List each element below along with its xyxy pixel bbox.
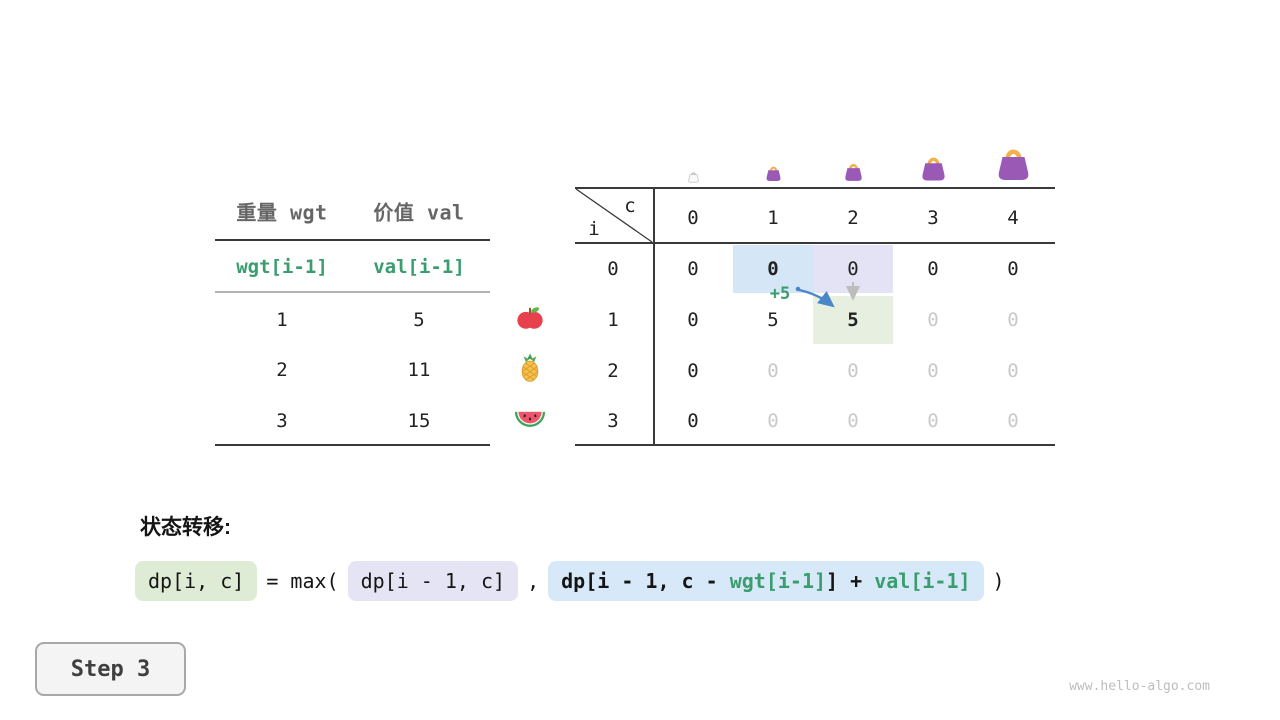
dp-col-header-2: 2	[847, 207, 859, 229]
formula-close-paren: )	[992, 569, 1005, 593]
handbag-icon	[842, 162, 865, 187]
dp-table-top-border	[575, 187, 1055, 189]
dp-cell-1-1: 5	[767, 309, 779, 331]
formula-dp-skip-term: dp[i - 1, c]	[347, 561, 519, 601]
dp-cell-0-2: 0	[847, 258, 859, 280]
dp-cell-3-2: 0	[847, 410, 859, 432]
item-weight-cell: 1	[276, 309, 288, 331]
formula-dp-take-term: dp[i - 1, c - wgt[i-1]] + val[i-1]	[548, 561, 984, 601]
items-table-bottom-divider	[215, 444, 490, 446]
formula-take-wgt: wgt[i-1]	[729, 569, 827, 593]
dp-row-variable: i	[588, 218, 600, 240]
dp-col-header-3: 3	[927, 207, 939, 229]
dp-cell-1-0: 0	[687, 309, 699, 331]
dp-row-header-2: 2	[607, 360, 619, 382]
dp-col-header-1: 1	[767, 207, 779, 229]
dp-table-vertical-border	[653, 187, 655, 445]
pineapple-icon	[518, 353, 542, 388]
dp-col-variable: c	[624, 195, 636, 217]
dp-cell-3-1: 0	[767, 410, 779, 432]
item-weight-cell: 3	[276, 410, 288, 432]
dp-col-header-4: 4	[1007, 207, 1019, 229]
handbag-icon	[764, 165, 783, 187]
dp-cell-2-4: 0	[1007, 360, 1019, 382]
handbag-icon	[687, 170, 700, 188]
dp-cell-0-0: 0	[687, 258, 699, 280]
dp-table-bottom-border	[575, 444, 1055, 446]
items-col-header-weight: 重量 wgt	[236, 200, 328, 225]
formula-comma: ,	[527, 569, 540, 593]
dp-col-header-0: 0	[687, 207, 699, 229]
apple-icon	[515, 303, 545, 338]
dp-cell-3-3: 0	[927, 410, 939, 432]
dp-cell-3-4: 0	[1007, 410, 1019, 432]
dp-cell-highlight-blue	[733, 245, 813, 293]
formula-section-label: 状态转移:	[140, 516, 231, 539]
step-label: Step 3	[70, 656, 151, 682]
dp-cell-2-2: 0	[847, 360, 859, 382]
dp-cell-1-4: 0	[1007, 309, 1019, 331]
dp-cell-2-3: 0	[927, 360, 939, 382]
dp-row-header-1: 1	[607, 309, 619, 331]
transition-gain-label: +5	[769, 284, 791, 304]
formula-dp-current: dp[i, c]	[135, 561, 258, 601]
dp-row-header-3: 3	[607, 410, 619, 432]
watermark: www.hello-algo.com	[1069, 679, 1210, 694]
item-weight-cell: 2	[276, 359, 288, 381]
dp-table-header-border	[575, 242, 1055, 244]
formula-equals-max: = max(	[266, 569, 339, 593]
items-table-top-divider	[215, 239, 490, 241]
dp-cell-2-1: 0	[767, 360, 779, 382]
formula-take-mid: ] +	[826, 569, 875, 593]
dp-cell-2-0: 0	[687, 360, 699, 382]
dp-cell-1-3: 0	[927, 309, 939, 331]
step-indicator: Step 3	[35, 642, 186, 696]
item-value-cell: 15	[407, 410, 431, 432]
item-value-cell: 11	[407, 359, 431, 381]
transition-formula: dp[i, c] = max( dp[i - 1, c] , dp[i - 1,…	[135, 561, 1014, 601]
dp-cell-0-4: 0	[1007, 258, 1019, 280]
items-col-header-value: 价值 val	[373, 200, 465, 225]
dp-cell-3-0: 0	[687, 410, 699, 432]
items-subheader-val: val[i-1]	[373, 256, 465, 278]
items-table-sub-divider	[215, 291, 490, 293]
dp-row-header-0: 0	[607, 258, 619, 280]
handbag-icon	[918, 155, 949, 187]
dp-cell-1-2: 5	[847, 309, 859, 331]
formula-take-prefix: dp[i - 1, c -	[561, 569, 730, 593]
items-subheader-wgt: wgt[i-1]	[236, 256, 328, 278]
dp-cell-0-3: 0	[927, 258, 939, 280]
dp-cell-0-1: 0	[767, 258, 779, 280]
watermelon-icon	[514, 409, 546, 434]
formula-take-val: val[i-1]	[874, 569, 971, 593]
handbag-icon	[993, 146, 1034, 187]
item-value-cell: 5	[413, 309, 425, 331]
